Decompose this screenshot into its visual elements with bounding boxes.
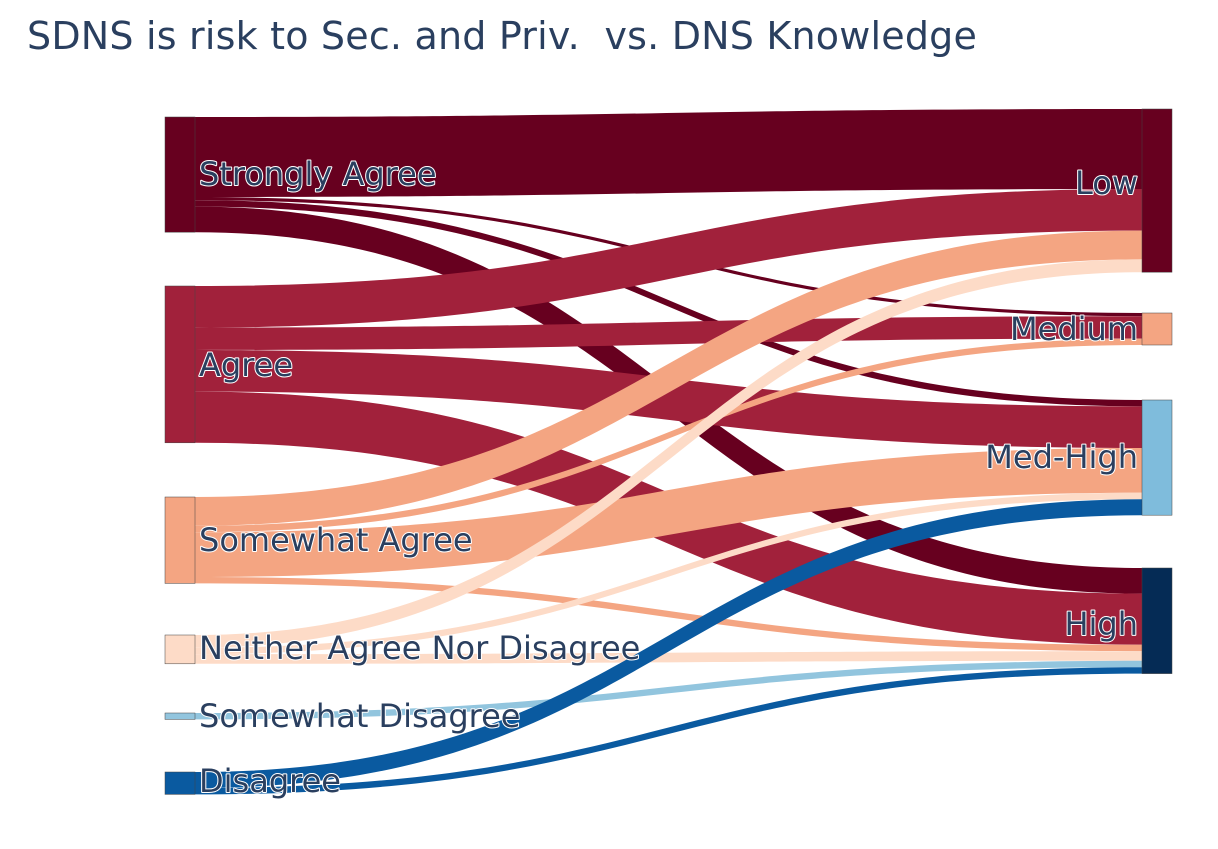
sankey-link-somewhat_agree-to-med_high xyxy=(195,448,1142,577)
target-node-med-high xyxy=(1141,399,1173,516)
sankey-link-neither-to-med_high xyxy=(195,492,1142,655)
target-label-med-high: Med-High xyxy=(985,438,1138,476)
sankey-link-somewhat_agree-to-medium xyxy=(195,338,1142,533)
sankey-link-agree-to-med_high xyxy=(195,350,1142,448)
sankey-link-somewhat_disagree-to-high xyxy=(195,660,1142,720)
source-node-somewhat-agree xyxy=(164,496,196,584)
target-node-low xyxy=(1141,108,1173,273)
sankey-links xyxy=(195,109,1142,795)
sankey-link-disagree-to-high xyxy=(195,667,1142,795)
sankey-link-somewhat_agree-to-low xyxy=(195,230,1142,526)
source-label-strongly-agree: Strongly Agree xyxy=(199,155,437,193)
source-label-somewhat-disagree: Somewhat Disagree xyxy=(199,697,520,735)
sankey-link-agree-to-medium xyxy=(195,316,1142,350)
source-node-disagree xyxy=(164,771,196,795)
source-node-somewhat-disagree xyxy=(164,712,196,720)
target-label-medium: Medium xyxy=(1010,310,1138,348)
sankey-link-neither-to-high xyxy=(195,651,1142,664)
target-label-low: Low xyxy=(1075,164,1138,202)
source-label-neither: Neither Agree Nor Disagree xyxy=(199,629,640,667)
sankey-nodes xyxy=(164,108,1173,795)
sankey-link-somewhat_agree-to-high xyxy=(195,577,1142,652)
sankey-link-strongly_agree-to-med_high xyxy=(195,200,1142,407)
sankey-link-neither-to-low xyxy=(195,259,1142,648)
source-node-strongly-agree xyxy=(164,116,196,233)
source-node-agree xyxy=(164,285,196,444)
sankey-link-strongly_agree-to-low xyxy=(195,109,1142,197)
source-node-neither xyxy=(164,634,196,665)
target-node-high xyxy=(1141,567,1173,674)
source-label-somewhat-agree: Somewhat Agree xyxy=(199,521,473,559)
sankey-labels: Strongly Agree Agree Somewhat Agree Neither… xyxy=(198,154,1139,801)
target-node-medium xyxy=(1141,312,1173,346)
chart-title: SDNS is risk to Sec. and Priv. vs. DNS K… xyxy=(27,14,978,58)
target-label-high: High xyxy=(1064,605,1138,643)
source-label-disagree: Disagree xyxy=(199,762,341,800)
sankey-link-agree-to-low xyxy=(195,189,1142,328)
source-label-agree: Agree xyxy=(199,346,293,384)
sankey-link-disagree-to-med_high xyxy=(195,499,1142,788)
